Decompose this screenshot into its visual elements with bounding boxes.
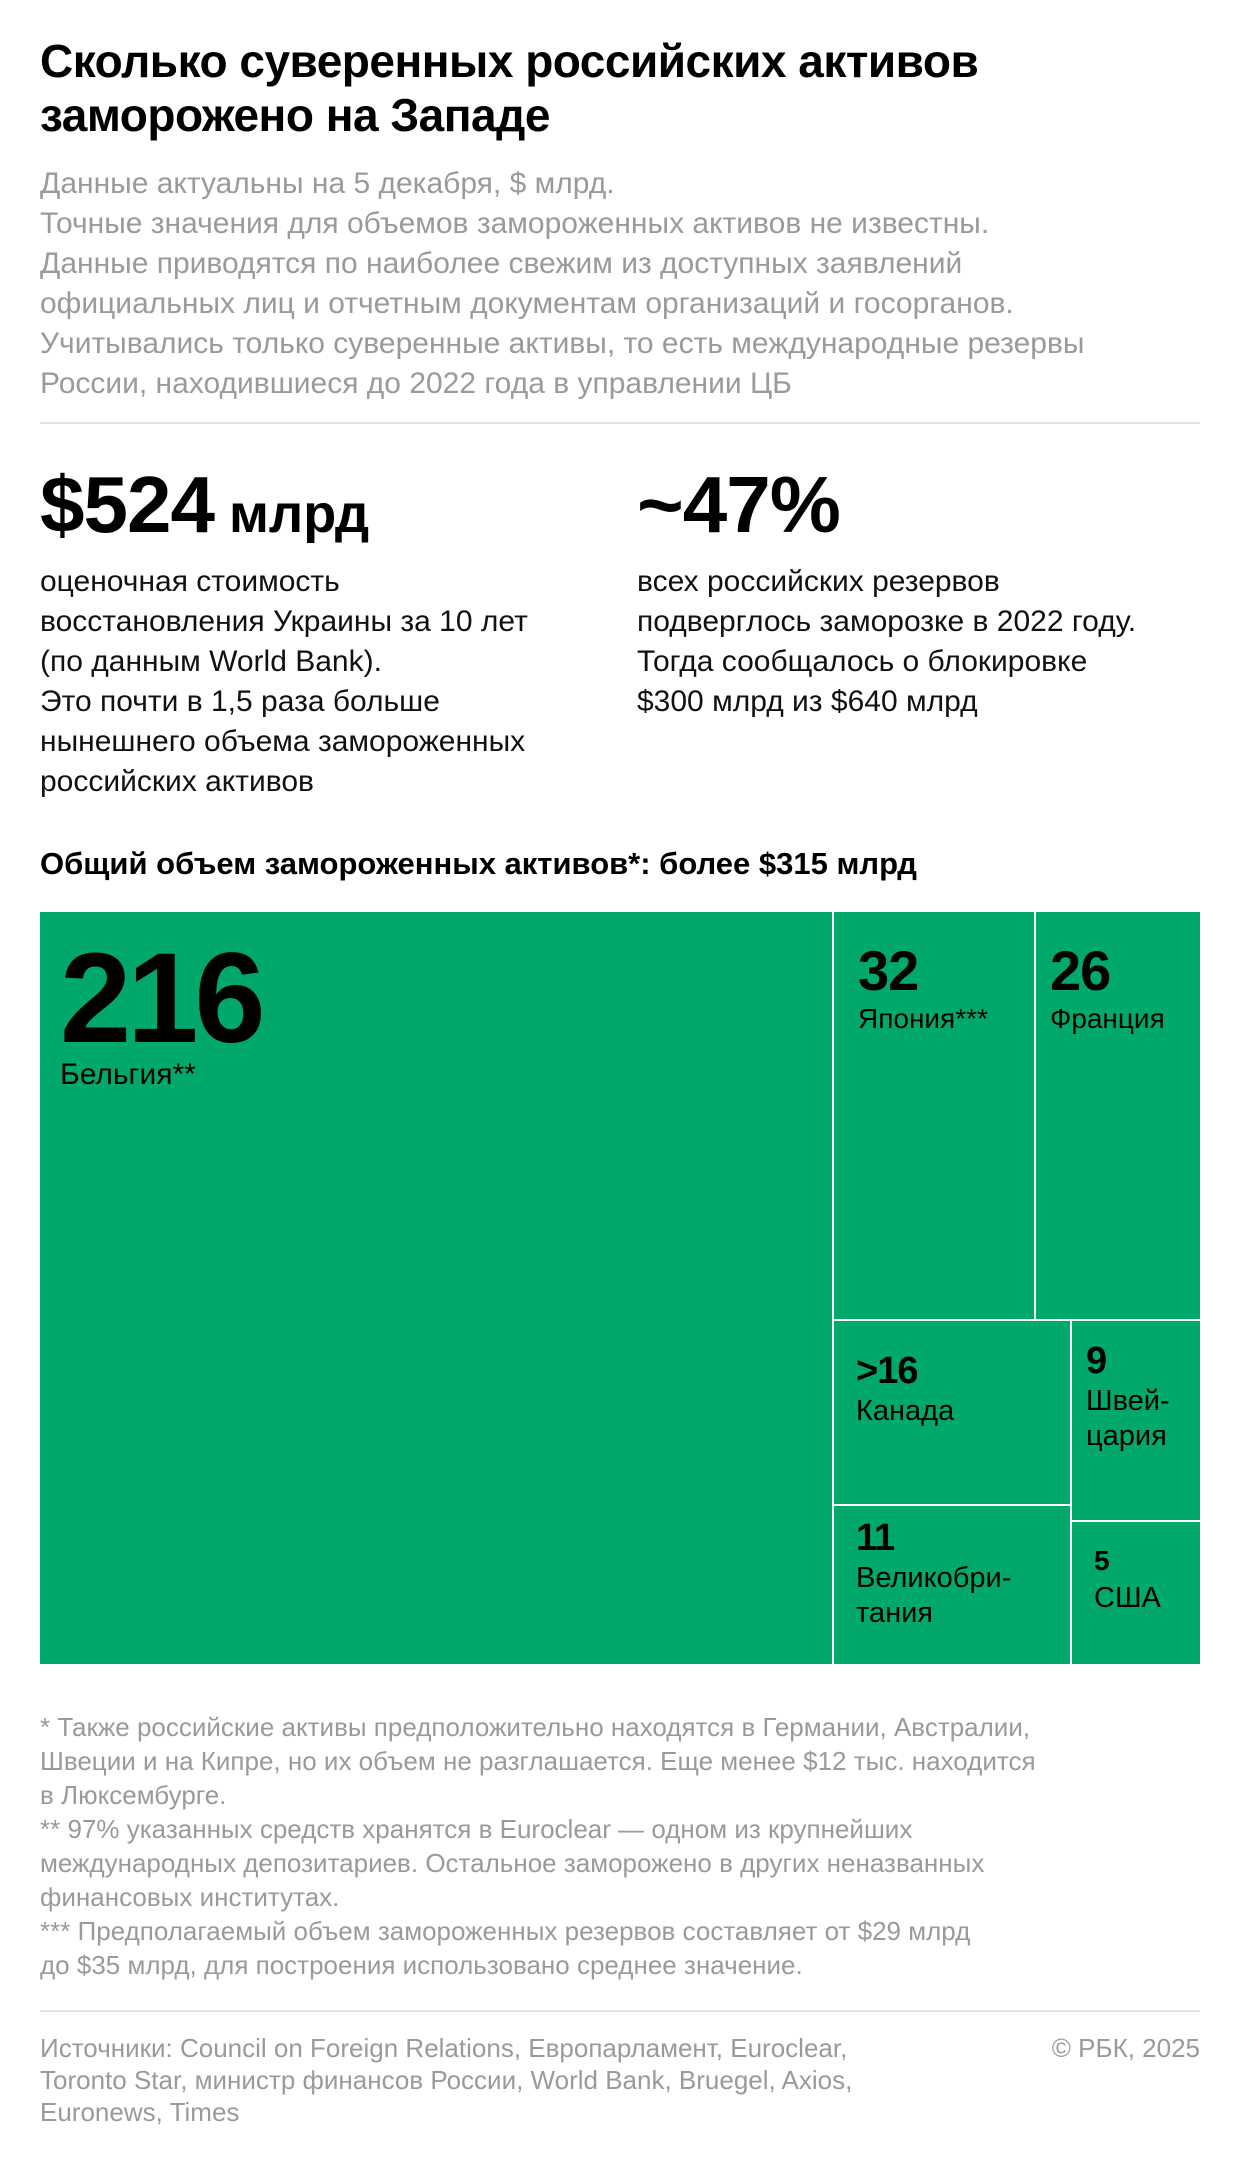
treemap-rect — [1072, 1321, 1200, 1520]
treemap-name-label: тания — [856, 1597, 933, 1629]
footnote-line: ** 97% указанных средств хранятся в Euro… — [40, 1814, 913, 1844]
treemap-value-label: 9 — [1086, 1340, 1106, 1382]
treemap-rect — [40, 912, 832, 1664]
treemap-value-label: >16 — [856, 1350, 917, 1392]
sources-line: Toronto Star, министр финансов России, W… — [40, 2065, 853, 2095]
treemap-name-label: Бельгия** — [60, 1058, 196, 1091]
treemap-rect — [834, 1321, 1070, 1504]
sources-line: Euronews, Times — [40, 2097, 240, 2127]
footnote-line: до $35 млрд, для построения использовано… — [40, 1950, 803, 1980]
divider-top — [40, 422, 1200, 424]
footnote-line: международных депозитариев. Остальное за… — [40, 1848, 985, 1878]
stat-line: российских активов — [40, 765, 314, 798]
treemap-name-label: Великобри- — [856, 1562, 1011, 1594]
footnote-line: *** Предполагаемый объем замороженных ре… — [40, 1916, 971, 1946]
subtitle-line: Данные актуальны на 5 декабря, $ млрд. — [40, 167, 615, 200]
treemap-rect — [834, 912, 1034, 1319]
stat-line: (по данным World Bank). — [40, 645, 382, 678]
footnote-line: * Также российские активы предположитель… — [40, 1712, 1031, 1742]
stat-line: Тогда сообщалось о блокировке — [637, 645, 1088, 678]
title-line-1: Сколько суверенных российских активов — [40, 35, 979, 87]
sources: Источники: Council on Foreign Relations,… — [40, 2032, 1020, 2128]
stat-line: Это почти в 1,5 раза больше — [40, 685, 440, 718]
stat-recovery-value: $524 млрд — [40, 460, 369, 559]
stat-reserves-value: ~47% — [637, 460, 841, 559]
treemap-name-label: Швей- — [1086, 1385, 1170, 1417]
divider-bottom — [40, 2010, 1200, 2012]
subtitle: Данные актуальны на 5 декабря, $ млрд. Т… — [40, 164, 1210, 404]
stat-reserves-description: всех российских резервов подверглось зам… — [637, 562, 1136, 722]
stat-recovery-unit: млрд — [213, 484, 370, 544]
treemap-value-label: 11 — [856, 1517, 895, 1559]
stat-recovery-number: $524 — [40, 460, 215, 549]
treemap-value-label: 26 — [1050, 939, 1110, 1002]
stat-reserves-number: ~47% — [637, 460, 841, 549]
subtitle-line: Данные приводятся по наиболее свежим из … — [40, 247, 963, 280]
footnote-line: финансовых институтах. — [40, 1882, 340, 1912]
footnotes: * Также российские активы предположитель… — [40, 1710, 1210, 1982]
subtitle-line: Точные значения для объемов замороженных… — [40, 207, 990, 240]
title-line-2: заморожено на Западе — [40, 89, 550, 141]
treemap-name-label: США — [1094, 1582, 1162, 1614]
footnote-line: Швеции и на Кипре, но их объем не разгла… — [40, 1746, 1036, 1776]
page-title: Сколько суверенных российских активов за… — [40, 34, 1200, 142]
treemap-name-label: Япония*** — [858, 1003, 988, 1034]
subtitle-line: Учитывались только суверенные активы, то… — [40, 327, 1085, 360]
sources-line: Источники: Council on Foreign Relations,… — [40, 2033, 848, 2063]
treemap-name-label: цария — [1086, 1420, 1167, 1452]
treemap-tile: 5 США — [1072, 1522, 1200, 1664]
treemap-rect — [1072, 1522, 1200, 1664]
subtitle-line: официальных лиц и отчетным документам ор… — [40, 287, 1014, 320]
stat-line: подверглось заморозке в 2022 году. — [637, 605, 1137, 638]
subtitle-line: России, находившиеся до 2022 года в упра… — [40, 367, 792, 400]
treemap-value-label: 216 — [60, 927, 262, 1070]
copyright: © РБК, 2025 — [1051, 2033, 1200, 2063]
footnote-line: в Люксембурге. — [40, 1780, 227, 1810]
treemap-rect — [834, 1506, 1070, 1664]
treemap-name-label: Франция — [1050, 1003, 1165, 1034]
treemap-chart: 216Бельгия**32Япония***26Франция>16Канад… — [40, 912, 1200, 1664]
stat-line: нынешнего объема замороженных — [40, 725, 526, 758]
stat-line: $300 млрд из $640 млрд — [637, 685, 978, 718]
stat-line: восстановления Украины за 10 лет — [40, 605, 528, 638]
treemap-value-label: 32 — [858, 939, 918, 1002]
treemap-rect — [1036, 912, 1200, 1319]
stat-recovery-description: оценочная стоимость восстановления Украи… — [40, 562, 528, 802]
treemap-value-label: 5 — [1094, 1545, 1109, 1576]
chart-title: Общий объем замороженных активов*: более… — [40, 846, 917, 881]
stat-line: оценочная стоимость — [40, 565, 340, 598]
treemap-name-label: Канада — [856, 1395, 955, 1427]
stat-line: всех российских резервов — [637, 565, 1000, 598]
